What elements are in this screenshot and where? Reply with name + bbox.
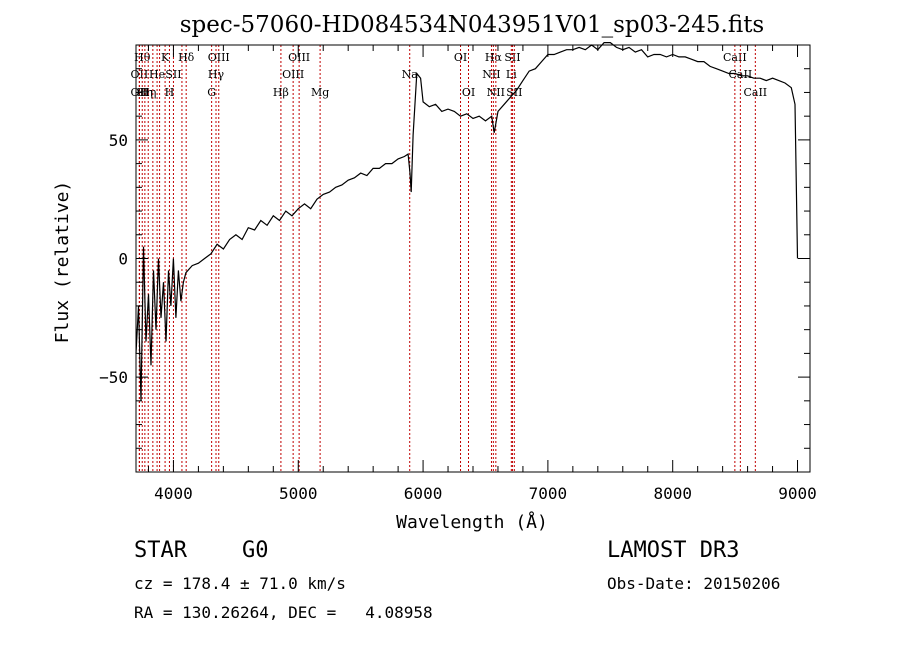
line-marker-label: He bbox=[149, 68, 165, 81]
x-tick-label: 9000 bbox=[778, 484, 817, 503]
y-axis-label: Flux (relative) bbox=[52, 181, 73, 344]
spectrum-line bbox=[135, 42, 799, 401]
y-tick-label: 0 bbox=[118, 250, 128, 269]
x-axis-label: Wavelength (Å) bbox=[396, 511, 548, 533]
line-marker-label: Hδ bbox=[178, 51, 195, 64]
line-marker-label: OIII bbox=[288, 51, 310, 64]
x-tick-label: 8000 bbox=[653, 484, 692, 503]
line-marker-label: CaII bbox=[729, 68, 753, 81]
line-marker-label: OIII bbox=[282, 68, 304, 81]
line-marker-label: Hγ bbox=[208, 68, 225, 81]
x-tick-label: 6000 bbox=[404, 484, 443, 503]
line-marker-label: OI bbox=[462, 86, 475, 99]
x-tick-label: 7000 bbox=[529, 484, 568, 503]
sky-coordinates: RA = 130.26264, DEC = 4.08958 bbox=[134, 603, 433, 622]
survey-name: LAMOST DR3 bbox=[607, 538, 740, 563]
line-marker-label: Hθ bbox=[134, 51, 151, 64]
line-marker-label: CaII bbox=[723, 51, 747, 64]
line-marker-label: Na bbox=[402, 68, 419, 81]
redshift-cz: cz = 178.4 ± 71.0 km/s bbox=[134, 574, 346, 593]
line-marker-label: K bbox=[161, 51, 170, 64]
y-tick-label: 50 bbox=[109, 131, 128, 150]
line-marker-label: Mg bbox=[311, 86, 329, 99]
line-marker-label: OIII bbox=[208, 51, 230, 64]
line-marker-label: SII bbox=[165, 68, 181, 81]
line-marker-label: OI bbox=[454, 51, 467, 64]
line-marker-label: Hβ bbox=[273, 86, 289, 99]
line-marker-label: Hα bbox=[485, 51, 503, 64]
line-marker-label: Li bbox=[506, 68, 517, 81]
x-tick-label: 4000 bbox=[154, 484, 193, 503]
line-marker-label: H bbox=[165, 86, 175, 99]
object-type: STAR bbox=[134, 538, 187, 563]
line-marker-label: Hη bbox=[140, 86, 156, 99]
plot-frame bbox=[135, 44, 811, 473]
object-subclass: G0 bbox=[242, 538, 269, 563]
line-marker-label: CaII bbox=[743, 86, 767, 99]
line-marker-label: NII bbox=[482, 68, 500, 81]
line-marker-label: Hη bbox=[137, 86, 153, 99]
line-marker-label: SII bbox=[504, 51, 520, 64]
line-marker-label: NII bbox=[487, 86, 505, 99]
y-tick-label: −50 bbox=[99, 368, 128, 387]
chart-title: spec-57060-HD084534N043951V01_sp03-245.f… bbox=[180, 12, 765, 38]
x-tick-label: 5000 bbox=[279, 484, 318, 503]
observation-date: Obs-Date: 20150206 bbox=[607, 574, 781, 593]
axis-ticks: 4000 5000 6000 7000 8000 9000 −50 0 50 bbox=[99, 45, 817, 503]
line-marker-label: G bbox=[207, 86, 216, 99]
